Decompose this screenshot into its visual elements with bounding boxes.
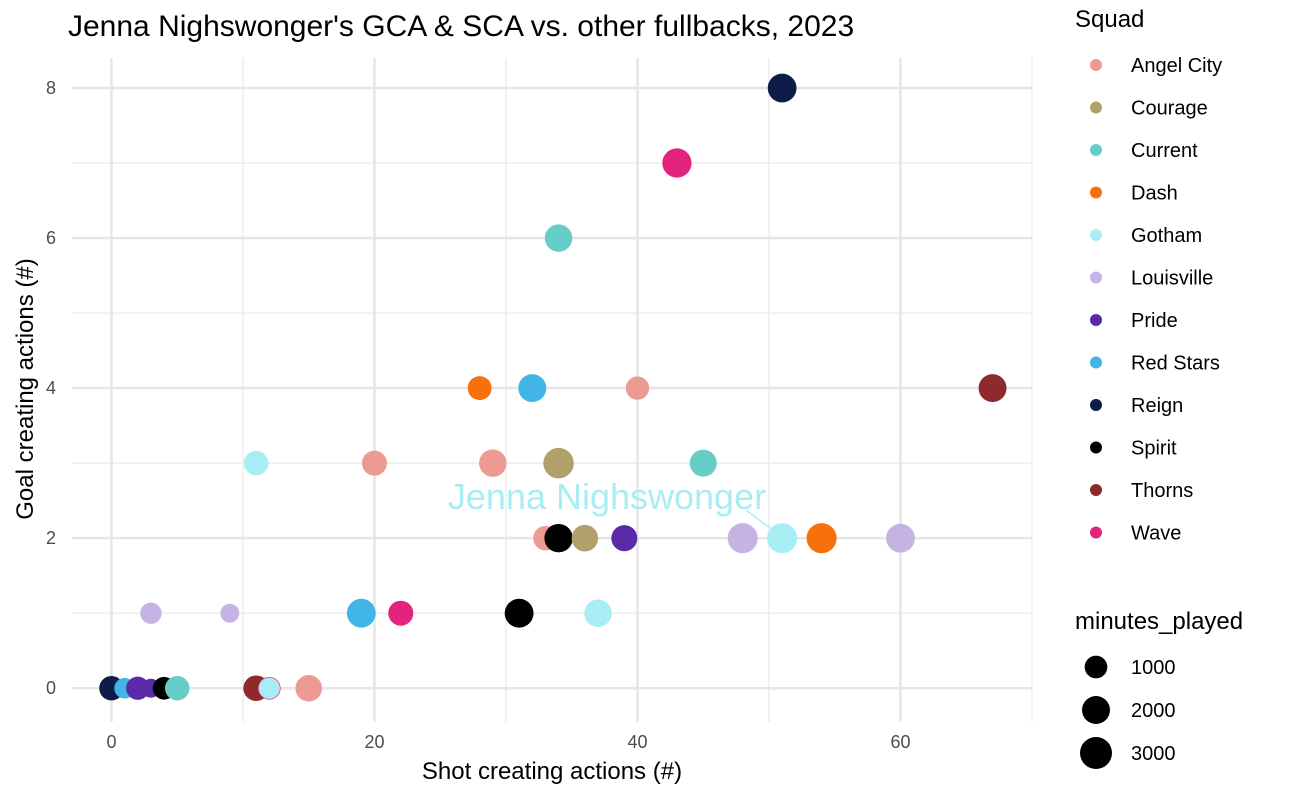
point-red-stars — [346, 598, 376, 628]
point-pride — [611, 525, 638, 552]
legend-swatch-red-stars — [1090, 356, 1102, 369]
point-louisville — [140, 602, 162, 624]
point-spirit — [504, 598, 534, 628]
size-legend-swatch — [1082, 696, 1110, 724]
legend-swatch-thorns — [1090, 484, 1102, 496]
point-current — [544, 224, 573, 252]
point-louisville — [220, 603, 240, 623]
squad-legend-title: Squad — [1075, 6, 1144, 33]
point-gotham — [243, 450, 269, 476]
legend-swatch-wave — [1090, 526, 1102, 539]
point-angel-city — [295, 674, 322, 702]
x-tick-label: 0 — [106, 732, 116, 752]
legend-label: Wave — [1131, 523, 1181, 545]
y-axis-ticks: 0 2 4 6 8 — [46, 78, 56, 698]
legend-label: Angel City — [1131, 55, 1222, 77]
legend-swatch-louisville — [1090, 271, 1102, 284]
y-tick-label: 2 — [46, 528, 56, 548]
y-axis-label: Goal creating actions (#) — [12, 258, 39, 519]
x-axis-ticks: 0 20 40 60 — [106, 732, 910, 752]
point-wave — [388, 600, 414, 626]
size-legend-title: minutes_played — [1075, 608, 1243, 635]
point-reign — [767, 73, 797, 103]
legend-label: Louisville — [1131, 268, 1213, 290]
x-tick-label: 20 — [364, 732, 384, 752]
point-wave — [662, 148, 692, 178]
highlight-annotation: Jenna Nighswonger — [448, 476, 771, 529]
legend-swatch-angel-city — [1090, 59, 1102, 71]
size-legend-label: 1000 — [1131, 657, 1176, 679]
point-louisville — [886, 523, 915, 553]
legend-label: Pride — [1131, 310, 1178, 332]
legend-label: Current — [1131, 140, 1198, 162]
legend-swatch-courage — [1090, 101, 1102, 114]
legend-swatch-spirit — [1090, 441, 1102, 454]
point-spirit — [544, 523, 573, 553]
legend-label: Courage — [1131, 98, 1208, 120]
legend-label: Dash — [1131, 183, 1178, 205]
size-legend-swatch — [1084, 655, 1108, 679]
point-angel-city — [361, 450, 387, 476]
grid-major — [72, 58, 1032, 722]
x-axis-label: Shot creating actions (#) — [422, 758, 682, 785]
squad-legend: Squad Angel City Courage Current Dash Gotham… — [1075, 6, 1222, 545]
legend-swatch-gotham — [1090, 229, 1102, 241]
legend-label: Gotham — [1131, 225, 1202, 247]
legend-swatch-pride — [1090, 314, 1102, 326]
y-tick-label: 0 — [46, 678, 56, 698]
data-points — [99, 73, 1007, 702]
point-thorns — [978, 374, 1007, 403]
point-dash — [467, 376, 492, 401]
legend-label: Reign — [1131, 395, 1183, 417]
point-courage — [543, 447, 574, 479]
highlight-label: Jenna Nighswonger — [448, 476, 766, 517]
grid-minor — [72, 58, 1033, 722]
x-tick-label: 40 — [627, 732, 647, 752]
x-tick-label: 60 — [890, 732, 910, 752]
y-tick-label: 4 — [46, 378, 56, 398]
legend-label: Red Stars — [1131, 353, 1220, 375]
y-tick-label: 8 — [46, 78, 56, 98]
point-current — [164, 675, 190, 701]
size-legend-label: 2000 — [1131, 700, 1176, 722]
point-gotham — [767, 523, 798, 554]
legend-swatch-current — [1090, 144, 1102, 156]
legend-label: Spirit — [1131, 438, 1177, 460]
point-angel-city — [479, 449, 507, 477]
point-dash — [806, 523, 837, 554]
point-courage — [571, 524, 599, 552]
point-angel-city — [625, 376, 650, 400]
point-gotham — [258, 677, 280, 699]
minutes-played-legend: minutes_played 1000 2000 3000 — [1075, 608, 1243, 769]
chart-title: Jenna Nighswonger's GCA & SCA vs. other … — [68, 10, 854, 43]
point-gotham — [584, 599, 612, 627]
highlight-callout-line — [745, 509, 771, 529]
point-current — [689, 449, 717, 477]
legend-swatch-reign — [1090, 399, 1102, 411]
size-legend-swatch — [1080, 737, 1112, 769]
point-louisville — [727, 523, 758, 554]
size-legend-label: 3000 — [1131, 743, 1176, 765]
legend-swatch-dash — [1090, 186, 1102, 199]
point-red-stars — [518, 374, 547, 403]
legend-label: Thorns — [1131, 480, 1193, 502]
y-tick-label: 6 — [46, 228, 56, 248]
